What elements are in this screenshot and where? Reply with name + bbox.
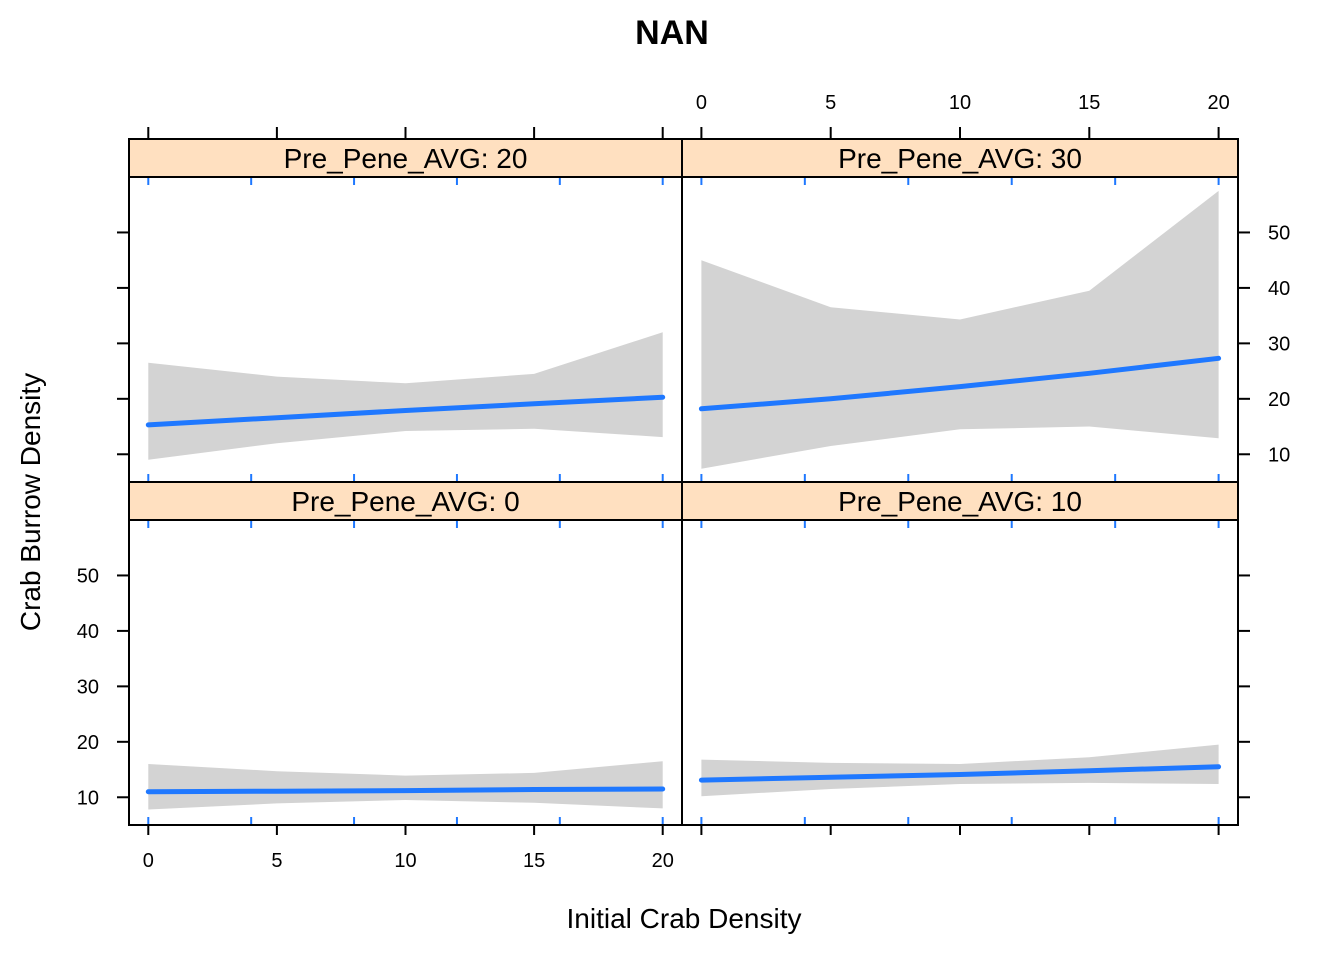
strip-label: Pre_Pene_AVG: 30 <box>838 143 1082 174</box>
y-tick-label: 30 <box>77 676 99 698</box>
x-tick-label: 0 <box>143 850 154 872</box>
strip-label: Pre_Pene_AVG: 0 <box>291 486 519 517</box>
fit-line <box>698 764 1222 783</box>
y-tick-label: 20 <box>1268 389 1290 411</box>
x-tick-label: 5 <box>271 850 282 872</box>
strip-background <box>681 481 1239 521</box>
y-tick-label: 50 <box>1268 222 1290 244</box>
chart-title: NAN <box>635 14 709 52</box>
y-tick-label: 40 <box>77 621 99 643</box>
y-tick-label: 50 <box>77 565 99 587</box>
y-axis-title: Crab Burrow Density <box>15 373 46 631</box>
fit-line <box>145 786 666 795</box>
fit-line <box>698 355 1222 412</box>
y-tick-label: 10 <box>1268 444 1290 466</box>
x-axis-title: Initial Crab Density <box>567 903 802 934</box>
confidence-band <box>148 332 663 460</box>
strip-background <box>128 481 683 521</box>
x-tick-label: 15 <box>1078 92 1100 114</box>
x-tick-label: 10 <box>949 92 971 114</box>
x-tick-label: 10 <box>394 850 416 872</box>
y-tick-label: 40 <box>1268 278 1290 300</box>
panel-0: Pre_Pene_AVG: 20 <box>117 127 683 483</box>
strip-label: Pre_Pene_AVG: 10 <box>838 486 1082 517</box>
confidence-band <box>148 761 663 810</box>
confidence-band <box>701 190 1219 469</box>
panel-1: Pre_Pene_AVG: 30 0 5 10 15 20 10 20 30 40 50 <box>681 92 1290 483</box>
y-tick-label: 10 <box>77 787 99 809</box>
x-tick-label: 0 <box>696 92 707 114</box>
x-tick-label: 15 <box>523 850 545 872</box>
y-tick-label: 30 <box>1268 333 1290 355</box>
panels-layer: Pre_Pene_AVG: 20 Pre_Pene_AVG: 30 0 5 10 15 20… <box>77 92 1291 872</box>
panel-2: Pre_Pene_AVG: 0 0 5 10 15 20 10 20 30 40 50 <box>77 481 683 872</box>
y-tick-label: 20 <box>77 732 99 754</box>
panel-3: Pre_Pene_AVG: 10 <box>681 481 1250 835</box>
x-tick-label: 20 <box>1207 92 1229 114</box>
fit-line <box>145 394 666 428</box>
x-tick-label: 5 <box>825 92 836 114</box>
strip-label: Pre_Pene_AVG: 20 <box>284 143 528 174</box>
x-tick-label: 20 <box>652 850 674 872</box>
confidence-band <box>701 744 1219 797</box>
